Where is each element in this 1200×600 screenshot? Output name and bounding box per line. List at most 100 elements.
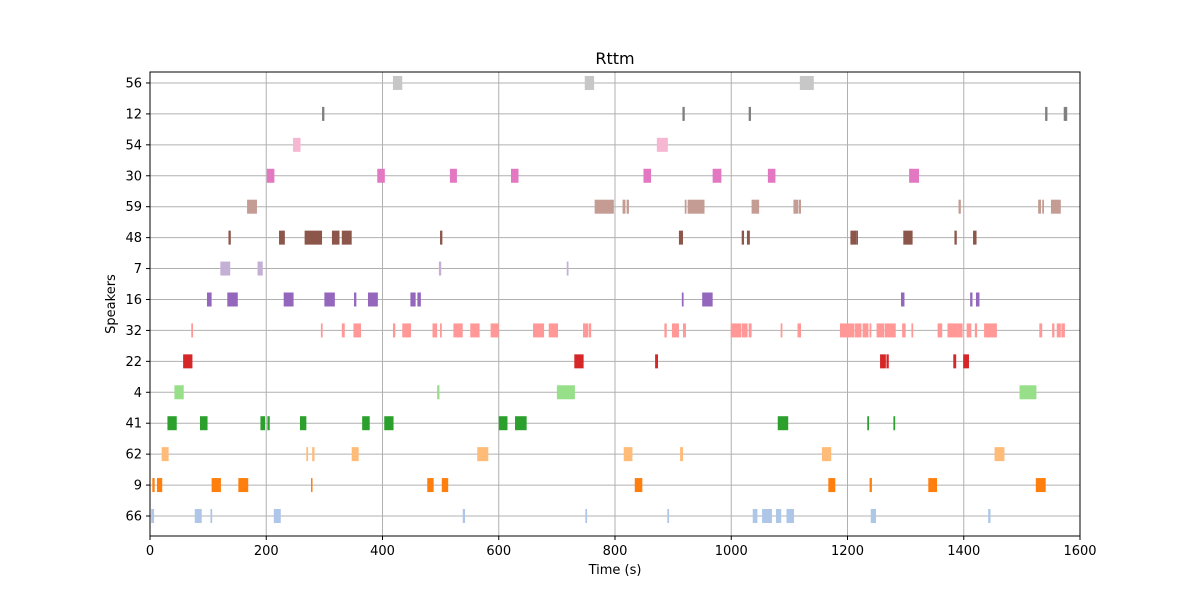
segment-speaker-41 xyxy=(299,416,307,431)
segment-speaker-32 xyxy=(911,323,914,338)
y-tick-label: 62 xyxy=(125,448,142,463)
segment-speaker-7 xyxy=(257,261,263,276)
segment-speaker-32 xyxy=(357,323,361,338)
segment-speaker-62 xyxy=(623,447,633,462)
segment-speaker-32 xyxy=(730,323,742,338)
segment-speaker-16 xyxy=(206,292,212,307)
segment-speaker-62 xyxy=(680,447,684,462)
segment-speaker-59 xyxy=(1050,199,1061,214)
segment-speaker-66 xyxy=(762,509,772,523)
segment-speaker-59 xyxy=(687,199,705,214)
segment-speaker-41 xyxy=(260,416,266,431)
segment-speaker-22 xyxy=(886,354,889,369)
segment-speaker-32 xyxy=(671,323,679,338)
segment-speaker-41 xyxy=(893,416,896,431)
segment-speaker-54 xyxy=(292,137,301,152)
segment-speaker-12 xyxy=(322,106,325,121)
segment-speaker-32 xyxy=(664,323,667,338)
segment-speaker-9 xyxy=(928,478,938,493)
segment-speaker-59 xyxy=(958,199,961,214)
segment-speaker-48 xyxy=(903,230,913,245)
segment-speaker-30 xyxy=(643,168,652,183)
segment-speaker-62 xyxy=(306,447,309,462)
segment-speaker-22 xyxy=(574,354,584,369)
segment-speaker-32 xyxy=(453,323,463,338)
y-tick-label: 59 xyxy=(125,200,142,215)
grid-lines xyxy=(149,72,1081,536)
segment-speaker-41 xyxy=(362,416,370,431)
segment-speaker-9 xyxy=(238,478,249,493)
segment-speaker-32 xyxy=(855,323,862,338)
segment-speaker-22 xyxy=(953,354,957,369)
y-tick-label: 12 xyxy=(125,107,142,122)
segment-speaker-32 xyxy=(902,323,906,338)
speaker-segments xyxy=(151,75,1068,523)
segment-speaker-48 xyxy=(304,230,323,245)
segment-speaker-62 xyxy=(994,447,1005,462)
segment-speaker-41 xyxy=(384,416,394,431)
x-tick-label: 200 xyxy=(254,544,279,559)
segment-speaker-4 xyxy=(556,385,575,400)
segment-speaker-41 xyxy=(267,416,270,431)
segment-speaker-12 xyxy=(682,106,685,121)
segment-speaker-32 xyxy=(884,323,896,338)
segment-speaker-16 xyxy=(900,292,905,307)
segment-speaker-32 xyxy=(490,323,499,338)
segment-speaker-66 xyxy=(462,509,466,523)
segment-speaker-32 xyxy=(869,323,872,338)
segment-speaker-48 xyxy=(856,230,858,245)
y-tick-label: 9 xyxy=(134,479,142,494)
segment-speaker-16 xyxy=(417,292,421,307)
segment-speaker-48 xyxy=(228,230,231,245)
segment-speaker-32 xyxy=(440,323,442,338)
segment-speaker-9 xyxy=(156,478,163,493)
y-tick-label: 4 xyxy=(134,386,142,401)
segment-speaker-9 xyxy=(427,478,434,493)
segment-speaker-32 xyxy=(862,323,869,338)
segment-speaker-62 xyxy=(161,447,169,462)
segment-speaker-16 xyxy=(354,292,357,307)
segment-speaker-62 xyxy=(477,447,489,462)
segment-speaker-62 xyxy=(312,447,315,462)
segment-speaker-32 xyxy=(984,323,997,338)
segment-speaker-48 xyxy=(279,230,285,245)
x-tick-label: 1600 xyxy=(1063,544,1096,559)
segment-speaker-54 xyxy=(656,137,668,152)
segment-speaker-56 xyxy=(392,75,403,90)
segment-speaker-32 xyxy=(588,323,592,338)
y-axis-label: Speakers xyxy=(104,274,119,334)
segment-speaker-66 xyxy=(988,509,991,523)
segment-speaker-32 xyxy=(1039,323,1043,338)
segment-speaker-41 xyxy=(515,416,527,431)
segment-speaker-32 xyxy=(1056,323,1061,338)
segment-speaker-32 xyxy=(191,323,194,338)
segment-speaker-32 xyxy=(353,323,358,338)
segment-speaker-48 xyxy=(741,230,745,245)
segment-speaker-59 xyxy=(798,199,801,214)
segment-speaker-41 xyxy=(167,416,177,431)
segment-speaker-30 xyxy=(712,168,722,183)
segment-speaker-12 xyxy=(1045,106,1048,121)
segment-speaker-48 xyxy=(850,230,857,245)
y-tick-label: 66 xyxy=(125,510,142,525)
segment-speaker-66 xyxy=(752,509,758,523)
segment-speaker-22 xyxy=(183,354,193,369)
x-tick-label: 1200 xyxy=(831,544,864,559)
segment-speaker-32 xyxy=(583,323,589,338)
segment-speaker-22 xyxy=(963,354,969,369)
y-tick-label: 54 xyxy=(125,138,142,153)
segment-speaker-32 xyxy=(876,323,885,338)
segment-speaker-59 xyxy=(626,199,629,214)
segment-speaker-9 xyxy=(634,478,643,493)
segment-speaker-9 xyxy=(1035,478,1046,493)
segment-speaker-32 xyxy=(432,323,438,338)
segment-speaker-32 xyxy=(402,323,411,338)
axis-ticks: 0 200 400 600 800 1000 1200 1400 1600 66 9 62 41 4 22 3… xyxy=(125,76,1096,559)
segment-speaker-48 xyxy=(341,230,352,245)
segment-speaker-30 xyxy=(510,168,519,183)
segment-speaker-30 xyxy=(449,168,457,183)
segment-speaker-16 xyxy=(975,292,980,307)
segment-speaker-9 xyxy=(211,478,221,493)
segment-speaker-22 xyxy=(880,354,886,369)
